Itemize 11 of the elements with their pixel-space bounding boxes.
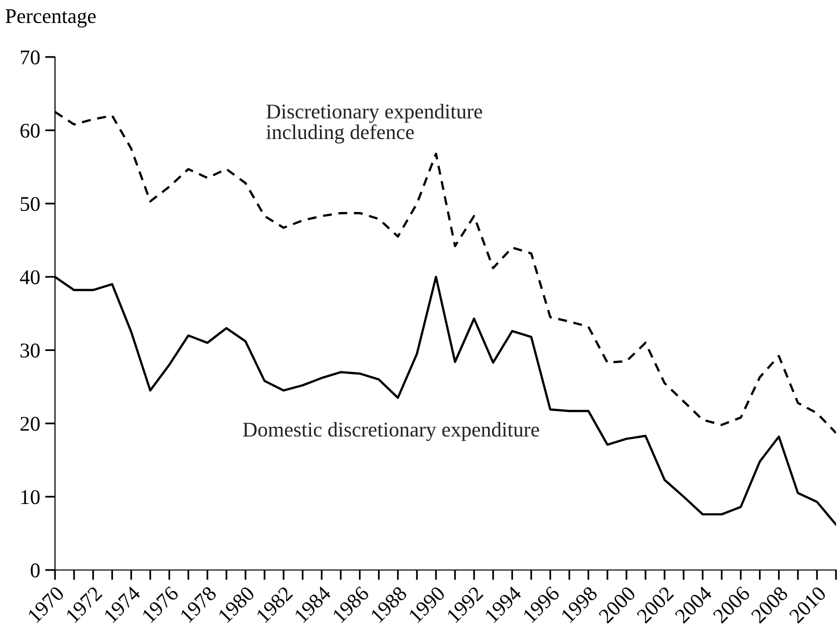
text: Discretionary expenditure including defence	[266, 104, 482, 144]
series-label: Domestic discretionary expenditure	[243, 422, 540, 441]
y-axis-title: Percentage	[6, 9, 96, 28]
y-tick-label: 30	[20, 344, 40, 358]
y-tick-label: 70	[20, 50, 40, 64]
y-tick-label: 40	[20, 270, 40, 284]
y-tick-label: 10	[21, 490, 40, 504]
y-tick-label: 20	[20, 416, 40, 431]
y-tick-label: 50	[20, 196, 40, 212]
y-tick-label: 0	[30, 563, 40, 578]
y-tick-label: 60	[20, 124, 40, 138]
